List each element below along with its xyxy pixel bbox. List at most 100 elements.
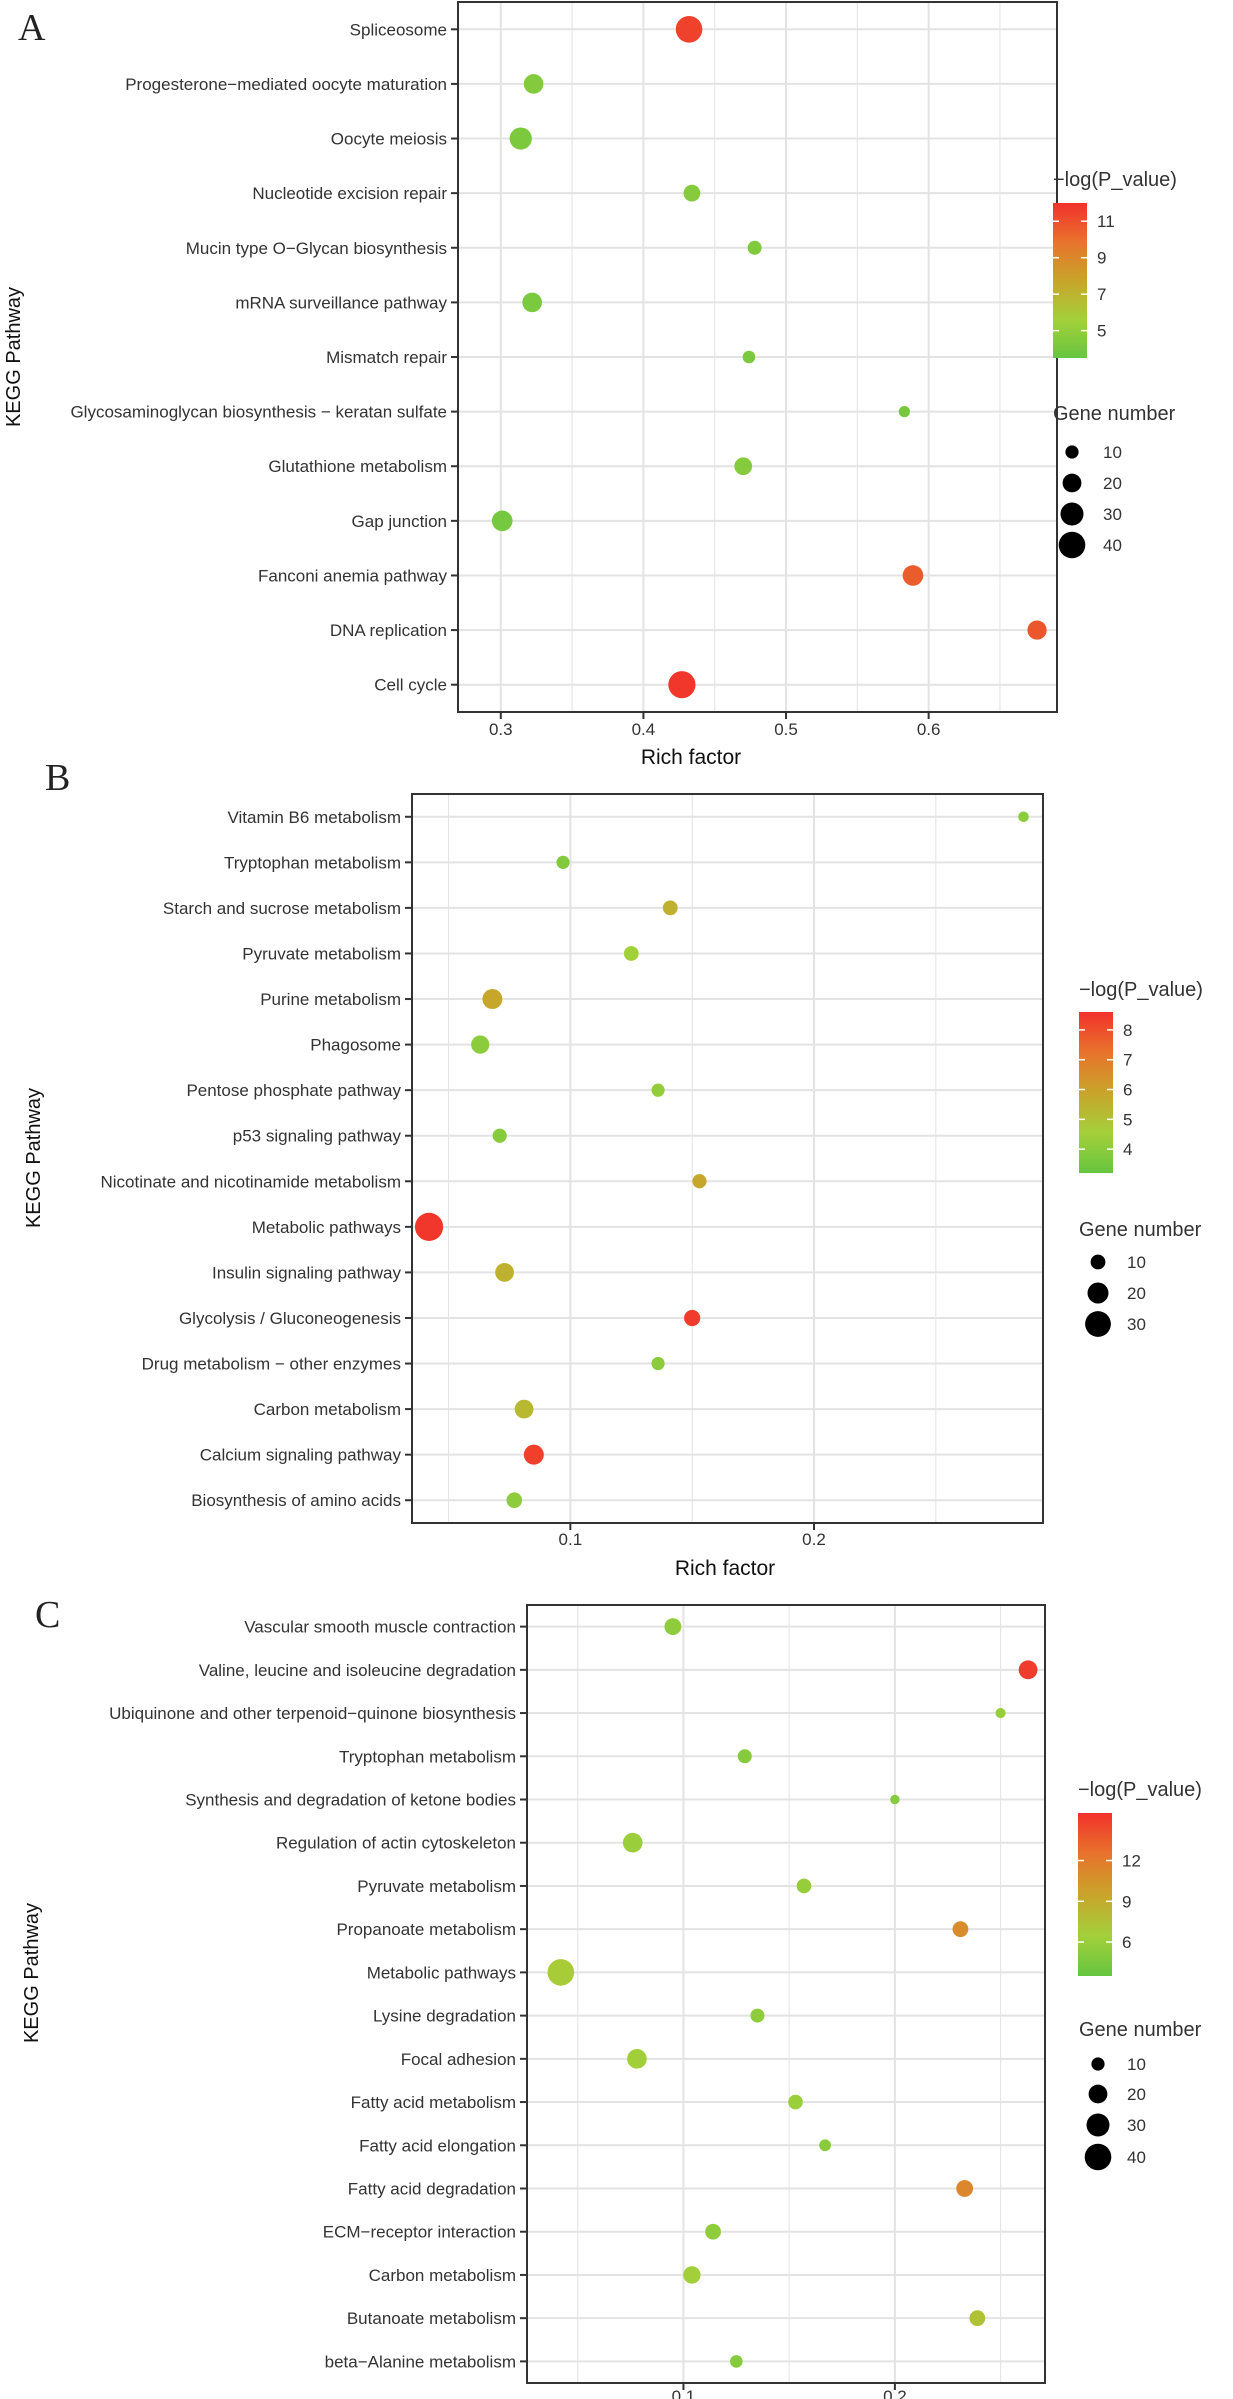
size-legend-dot [1060,502,1084,526]
colorbar-tick-label: 7 [1097,285,1106,304]
pathway-label-fatty-acid-elongation: Fatty acid elongation [359,2136,516,2155]
size-legend-dot [1086,2113,1110,2137]
point-dna-replication [1027,620,1047,640]
point-lysine-degradation [750,2008,765,2023]
size-legend-title: Gene number [1053,403,1176,425]
colorbar [1079,1012,1113,1173]
size-legend-label: 30 [1103,505,1122,524]
point-carbon-metabolism [683,2266,701,2284]
point-metabolic-pathways [414,1212,444,1241]
panel-c-y-tick-labels: Vascular smooth muscle contraction Valine… [109,1618,527,2371]
pathway-label-regulation-of-actin-cytoskeleton: Regulation of actin cytoskeleton [276,1834,516,1853]
panel-a-size-legend: Gene number 10 20 30 40 [1053,403,1176,559]
pathway-label-insulin-signaling-pathway: Insulin signaling pathway [212,1263,402,1282]
pathway-label-valine-leucine-and-isoleucine-degradation: Valine, leucine and isoleucine degradati… [199,1661,516,1680]
pathway-label-drug-metabolism-other-enzymes: Drug metabolism − other enzymes [142,1355,401,1374]
pathway-label-carbon-metabolism: Carbon metabolism [254,1400,401,1419]
pathway-label-nicotinate-and-nicotinamide-metabolism: Nicotinate and nicotinamide metabolism [101,1172,402,1191]
colorbar-tick-label: 7 [1123,1051,1132,1070]
point-calcium-signaling-pathway [523,1444,544,1465]
point-glycolysis-gluconeogenesis [684,1309,701,1327]
point-fatty-acid-elongation [819,2139,832,2152]
colorbar-tick-label: 11 [1097,212,1115,231]
colorbar [1078,1813,1112,1976]
point-fatty-acid-metabolism [788,2094,803,2110]
point-oocyte-meiosis [509,127,532,150]
colorbar-tick-label: 6 [1123,1081,1132,1100]
point-p53-signaling-pathway [492,1128,507,1143]
pathway-label-gap-junction: Gap junction [352,512,447,531]
color-legend-title: −log(P_value) [1078,1779,1202,1801]
point-butanoate-metabolism [969,2310,986,2327]
colorbar-tick-label: 12 [1122,1852,1141,1871]
point-cell-cycle [668,671,696,699]
panel-a-points [491,16,1047,699]
pathway-label-lysine-degradation: Lysine degradation [373,2007,516,2026]
pathway-label-fanconi-anemia-pathway: Fanconi anemia pathway [258,566,448,585]
point-ubiquinone-and-other-terpenoid-quinone-biosynthesis [995,1707,1006,1719]
pathway-label-calcium-signaling-pathway: Calcium signaling pathway [200,1446,402,1465]
colorbar-tick-label: 9 [1122,1892,1131,1911]
size-legend-label: 20 [1103,474,1122,493]
size-legend-dot [1065,445,1079,459]
point-fatty-acid-degradation [956,2180,974,2197]
pathway-label-glycosaminoglycan-biosynthesis-keratan-sulfate: Glycosaminoglycan biosynthesis − keratan… [70,403,447,422]
pathway-label-butanoate-metabolism: Butanoate metabolism [347,2309,516,2328]
colorbar-tick-label: 6 [1122,1933,1131,1952]
point-mrna-surveillance-pathway [522,292,542,313]
point-pyruvate-metabolism [796,1878,812,1894]
x-tick-label: 0.2 [883,2387,907,2399]
size-legend-dot [1091,2057,1105,2071]
size-legend-title: Gene number [1079,2019,1202,2041]
panel-c-color-legend: −log(P_value) 6 9 12 [1078,1779,1202,1976]
panel-b-x-axis-title: Rich factor [675,1557,775,1580]
point-pentose-phosphate-pathway [651,1083,665,1097]
size-legend-dot [1088,2084,1108,2104]
size-legend-label: 10 [1127,2055,1146,2074]
size-legend-label: 40 [1127,2148,1146,2167]
pathway-label-mucin-type-o-glycan-biosynthesis: Mucin type O−Glycan biosynthesis [186,239,447,258]
panel-b-x-tick-labels: 0.1 0.2 [559,1523,826,1549]
colorbar [1053,203,1087,358]
size-legend-dot [1090,1254,1106,1270]
pathway-label-tryptophan-metabolism: Tryptophan metabolism [224,853,401,872]
panel-a: A Spliceosome Progesterone−mediated oocyte… [3,1,1177,769]
pathway-label-glycolysis-gluconeogenesis: Glycolysis / Gluconeogenesis [179,1309,401,1328]
point-vascular-smooth-muscle-contraction [664,1618,682,1636]
point-tryptophan-metabolism [556,855,570,869]
size-legend-label: 30 [1127,1315,1146,1334]
pathway-label-biosynthesis-of-amino-acids: Biosynthesis of amino acids [191,1491,401,1510]
point-drug-metabolism-other-enzymes [651,1356,665,1371]
pathway-label-vascular-smooth-muscle-contraction: Vascular smooth muscle contraction [244,1618,516,1637]
pathway-label-oocyte-meiosis: Oocyte meiosis [331,130,447,149]
panel-a-x-axis-title: Rich factor [641,746,741,769]
pathway-label-vitamin-b6-metabolism: Vitamin B6 metabolism [227,808,401,827]
panel-c-border [526,1604,1046,2384]
size-legend-dot [1087,1282,1109,1304]
point-nucleotide-excision-repair [683,184,701,202]
x-tick-label: 0.1 [559,1530,583,1549]
point-biosynthesis-of-amino-acids [506,1492,523,1509]
panel-c-size-legend: Gene number 10 20 30 40 [1079,2019,1202,2171]
point-glutathione-metabolism [734,457,753,476]
x-tick-label: 0.5 [774,720,798,739]
pathway-label-fatty-acid-metabolism: Fatty acid metabolism [351,2093,516,2112]
panel-c: C Vascular smooth muscle contraction Valin… [21,1594,1202,2399]
point-ecm-receptor-interaction [705,2223,721,2240]
panel-a-x-tick-labels: 0.3 0.4 0.5 0.6 [489,712,940,739]
colorbar-tick-label: 5 [1097,322,1106,341]
pathway-label-pyruvate-metabolism: Pyruvate metabolism [242,944,401,963]
pathway-label-p53-signaling-pathway: p53 signaling pathway [233,1127,402,1146]
x-tick-label: 0.6 [917,720,941,739]
pathway-label-progesterone-mediated-oocyte-maturation: Progesterone−mediated oocyte maturation [125,75,447,94]
point-propanoate-metabolism [952,1921,969,1938]
panel-a-color-legend: −log(P_value) 5 7 9 11 [1053,169,1177,358]
colorbar-tick-label: 9 [1097,249,1106,268]
pathway-label-synthesis-and-degradation-of-ketone-bodies: Synthesis and degradation of ketone bodi… [185,1791,516,1810]
panel-b-grid [412,794,1043,1523]
point-spliceosome [675,16,703,43]
panel-b-y-axis-title: KEGG Pathway [23,1088,45,1228]
point-pyruvate-metabolism [623,946,639,961]
point-tryptophan-metabolism [737,1749,752,1764]
panel-b: B Vitamin B6 metabolism Tryptophan metabol… [23,757,1203,1580]
